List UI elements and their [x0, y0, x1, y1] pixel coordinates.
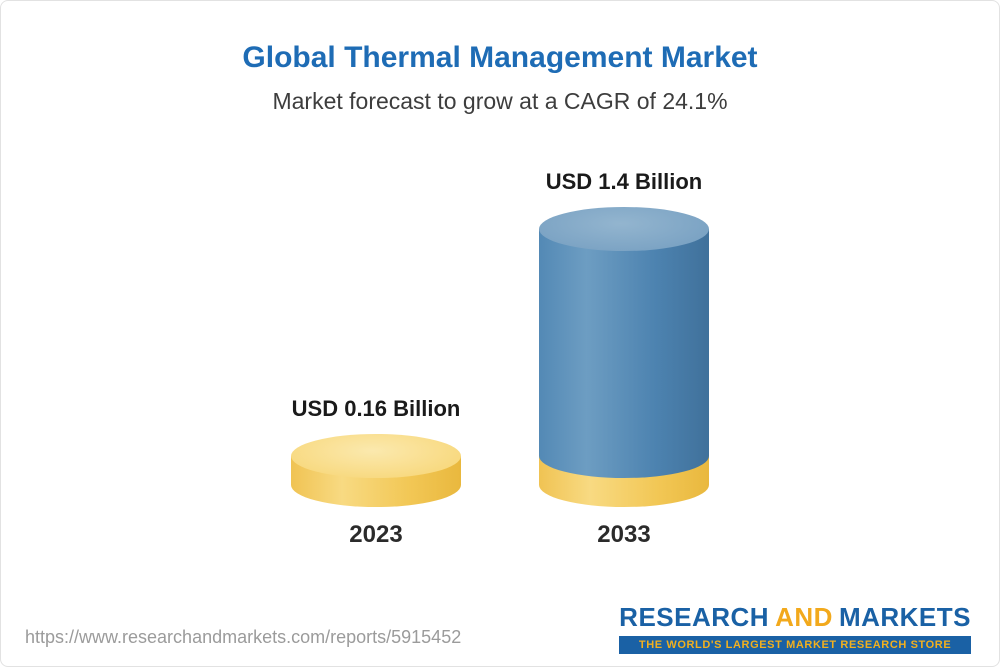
bar-column-2033: USD 1.4 Billion 2033 — [539, 169, 709, 549]
cylinder-2033-top-face — [539, 207, 709, 251]
source-url: https://www.researchandmarkets.com/repor… — [25, 627, 462, 647]
logo-word-and: AND — [775, 602, 833, 632]
cylinder-2033-body — [539, 229, 709, 456]
logo-tagline: THE WORLD'S LARGEST MARKET RESEARCH STOR… — [619, 636, 971, 654]
research-and-markets-logo: RESEARCH AND MARKETS THE WORLD'S LARGEST M… — [619, 602, 971, 654]
logo-word-research: RESEARCH — [619, 602, 770, 632]
category-label-2033: 2033 — [597, 521, 651, 548]
value-label-2023: USD 0.16 Billion — [291, 396, 461, 421]
cylinder-2023-top-face — [291, 434, 461, 478]
bar-chart: USD 0.16 Billion 2023 USD 1.4 Billion 20… — [291, 169, 709, 549]
page-subtitle: Market forecast to grow at a CAGR of 24.… — [272, 88, 728, 114]
logo-word-markets: MARKETS — [838, 602, 971, 632]
category-label-2023: 2023 — [349, 521, 403, 548]
cylinder-2023 — [291, 434, 461, 507]
logo-wordmark: RESEARCH AND MARKETS — [619, 602, 971, 633]
cylinder-2033-junction-face — [539, 434, 709, 478]
cylinder-2033 — [539, 207, 709, 507]
page-title: Global Thermal Management Market — [242, 41, 758, 74]
bar-column-2023: USD 0.16 Billion 2023 — [291, 396, 461, 549]
value-label-2033: USD 1.4 Billion — [545, 169, 703, 194]
